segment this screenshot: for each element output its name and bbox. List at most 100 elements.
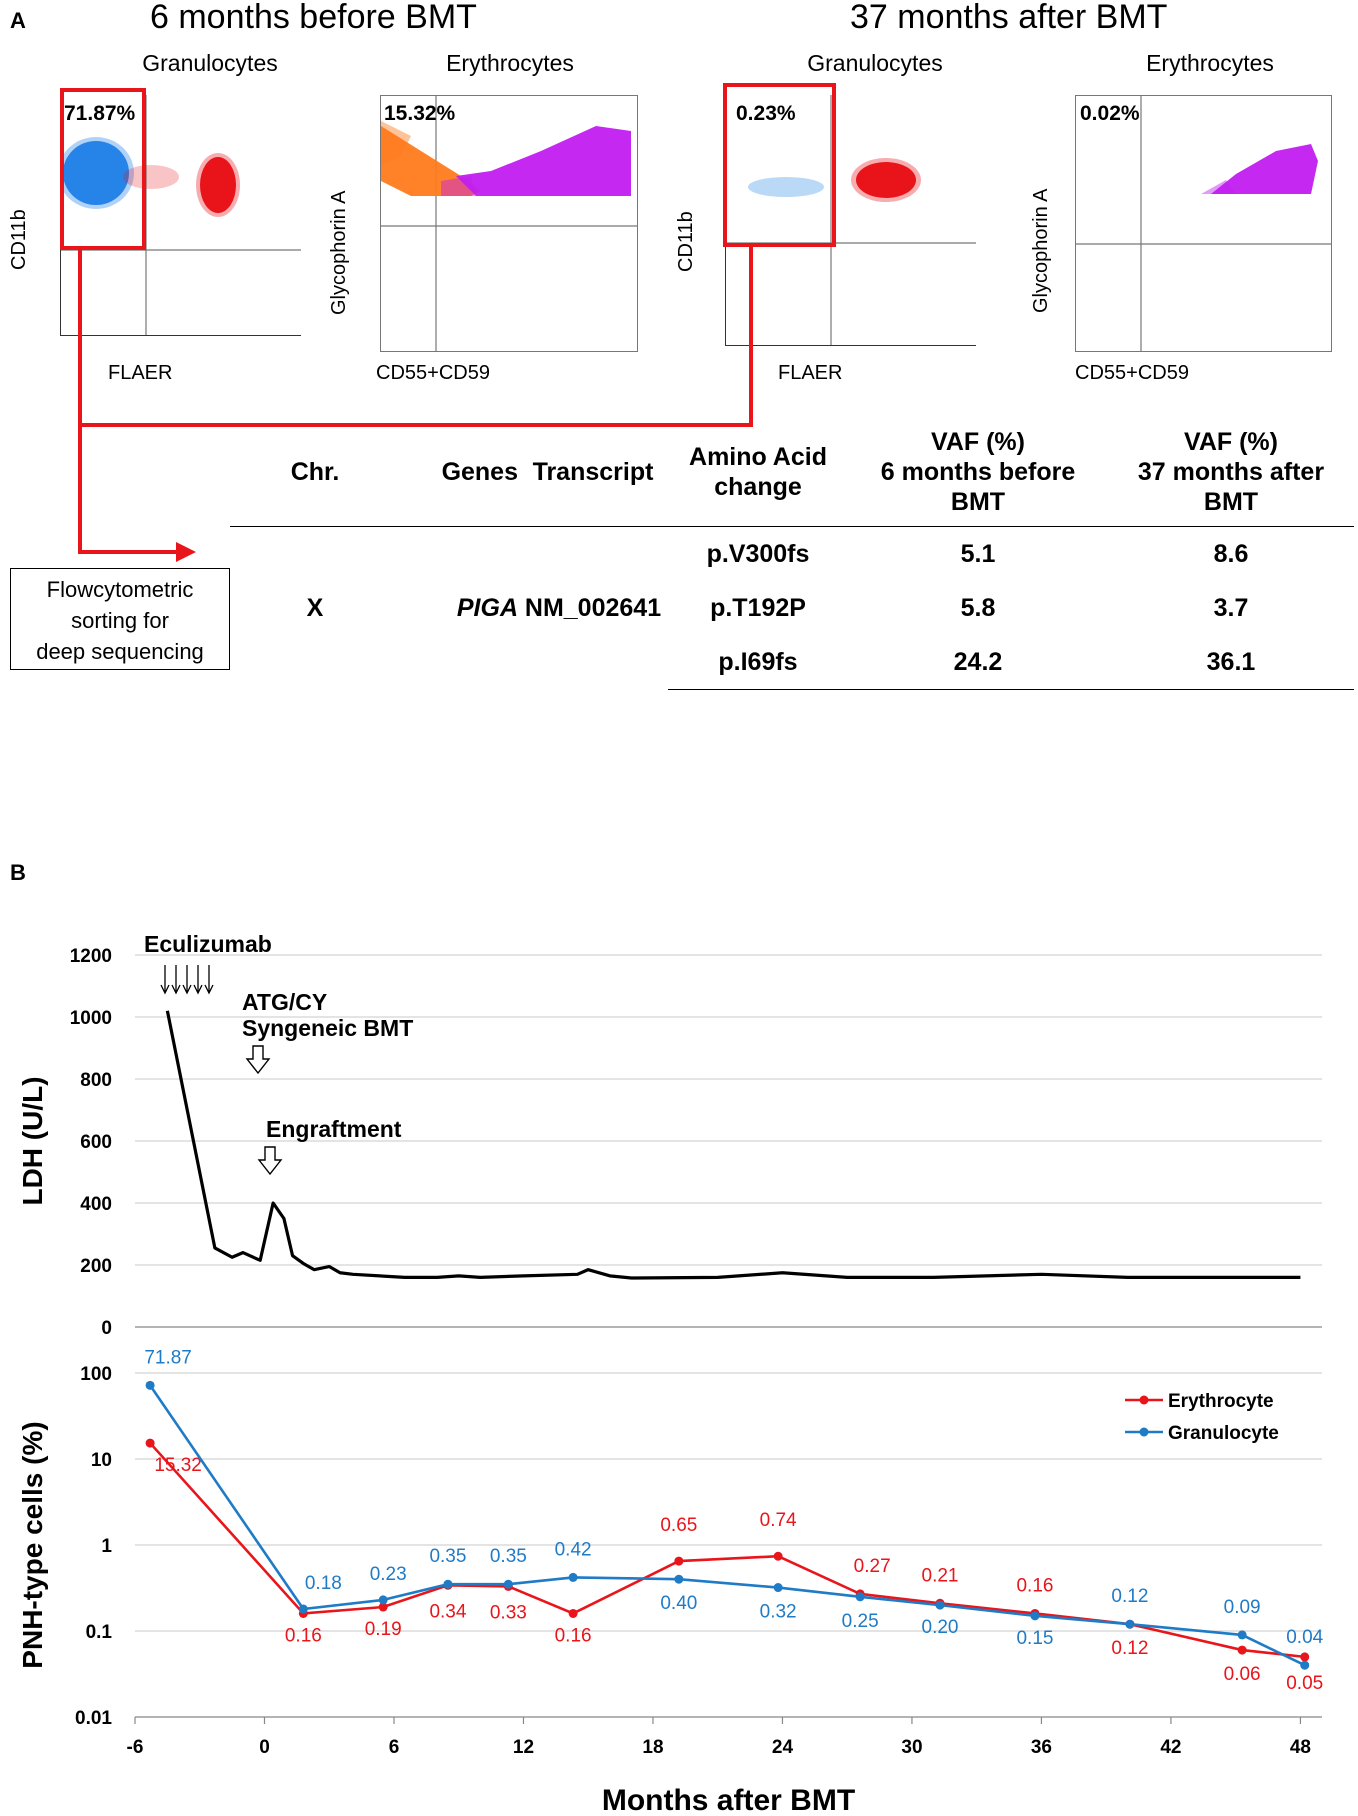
pnh-series-line-granulocyte [149, 1384, 1306, 1667]
header-vaf-before-line2: 6 months before [880, 458, 1076, 486]
header-transcript: Transcript [532, 458, 654, 486]
eculizumab-arrow-head [193, 984, 203, 995]
plot1-x-label: FLAER [108, 362, 173, 384]
ldh-y-tick-label: 600 [80, 1132, 112, 1153]
pnh-point-granulocyte [1237, 1630, 1247, 1640]
plot4-x-label: CD55+CD59 [1075, 362, 1189, 384]
pnh-data-label-granulocyte: 0.32 [760, 1602, 797, 1623]
pnh-data-label-erythrocyte: 0.12 [1111, 1638, 1148, 1659]
header-vaf-after-line1: VAF (%) [1184, 428, 1278, 456]
ldh-y-tick-label: 1000 [70, 1008, 112, 1029]
header-vaf-after-line2: 37 months after [1137, 458, 1325, 486]
plot1-gate [60, 88, 146, 250]
ldh-y-axis-label: LDH (U/L) [17, 1076, 48, 1205]
plot4-y-label: Glycophorin A [1030, 188, 1052, 313]
pnh-data-label-granulocyte: 0.12 [1111, 1586, 1148, 1607]
plot3-title: Granulocytes [807, 50, 943, 76]
legend-marker-granulocyte [1139, 1427, 1149, 1437]
pnh-data-label-granulocyte: 0.40 [660, 1593, 697, 1614]
ldh-y-tick-label: 1200 [70, 946, 112, 967]
pnh-point-erythrocyte [773, 1551, 783, 1561]
panel-a-letter: A [10, 8, 26, 33]
engraftment-arrow [257, 1146, 283, 1176]
eculizumab-arrow-head [160, 984, 170, 995]
pnh-data-label-erythrocyte: 0.19 [365, 1619, 402, 1640]
pnh-data-label-granulocyte: 0.09 [1224, 1597, 1261, 1618]
legend-label-erythrocyte: Erythrocyte [1168, 1391, 1274, 1412]
connector-left-vertical [78, 250, 82, 553]
pnh-point-erythrocyte [568, 1608, 578, 1618]
pnh-y-axis-label: PNH-type cells (%) [17, 1421, 48, 1668]
table-row: p.T192P 5.8 3.7 [230, 581, 1354, 635]
ldh-series-line [165, 1010, 1301, 1280]
ldh-y-tick-label: 0 [101, 1318, 112, 1339]
pnh-point-erythrocyte [674, 1556, 684, 1566]
plot2-area [380, 95, 638, 352]
pnh-data-label-erythrocyte: 0.27 [854, 1556, 891, 1577]
sorting-label-line3: deep sequencing [36, 639, 204, 664]
pnh-data-label-granulocyte: 0.25 [842, 1611, 879, 1632]
cell-aa: p.V300fs [706, 539, 810, 568]
cell-transcript: NM_002641 [524, 593, 662, 622]
vaf-table: Chr. Genes Transcript Amino Acid change … [230, 418, 1354, 690]
cell-vaf-after: 3.7 [1213, 593, 1249, 622]
legend-label-granulocyte: Granulocyte [1168, 1423, 1279, 1444]
plot3-percent: 0.23% [736, 102, 796, 125]
pnh-data-label-erythrocyte: 0.34 [429, 1601, 466, 1622]
x-axis-label: Months after BMT [602, 1784, 855, 1816]
plot2-percent: 15.32% [384, 102, 456, 125]
pnh-y-tick-label: 100 [80, 1364, 112, 1385]
pnh-point-granulocyte [1125, 1619, 1135, 1629]
eculizumab-arrow-head [171, 984, 181, 995]
pnh-point-granulocyte [378, 1595, 388, 1605]
plot1-area [60, 95, 301, 336]
pnh-y-tick-label: 0.1 [86, 1622, 113, 1643]
connector-horizontal [78, 423, 753, 427]
plot1-percent: 71.87% [64, 102, 136, 125]
pnh-x-tick-label: 42 [1160, 1737, 1181, 1758]
eculizumab-arrow-head [182, 984, 192, 995]
pnh-data-label-erythrocyte: 0.05 [1286, 1673, 1323, 1694]
ldh-y-tick-label: 200 [80, 1256, 112, 1277]
header-amino-acid: Amino Acid change [668, 418, 848, 527]
pnh-data-label-erythrocyte: 0.65 [660, 1515, 697, 1536]
pnh-x-tick-label: 18 [642, 1737, 663, 1758]
pnh-data-label-erythrocyte: 0.16 [1016, 1575, 1053, 1596]
pnh-y-tick-label: 1 [101, 1536, 112, 1557]
cell-vaf-before: 5.1 [960, 539, 996, 568]
cell-aa: p.T192P [710, 593, 806, 622]
header-chr: Chr. [290, 458, 340, 486]
eculizumab-arrow-head [204, 984, 214, 995]
pnh-point-granulocyte [773, 1583, 783, 1593]
cell-aa: p.I69fs [668, 635, 848, 690]
bmt-label: Syngeneic BMT [242, 1015, 413, 1041]
pnh-point-granulocyte [443, 1579, 453, 1589]
pnh-point-granulocyte [674, 1574, 684, 1584]
pnh-point-granulocyte [855, 1592, 865, 1602]
after-title: 37 months after BMT [850, 0, 1168, 36]
pnh-y-tick-label: 0.01 [75, 1708, 112, 1729]
connector-arrow-head [176, 542, 196, 562]
header-aa-line2: change [714, 473, 802, 501]
pnh-point-granulocyte [298, 1604, 308, 1614]
pnh-data-label-granulocyte: 0.04 [1286, 1627, 1323, 1648]
pnh-data-label-erythrocyte: 0.16 [285, 1625, 322, 1646]
sorting-label-box: Flowcytometric sorting for deep sequenci… [10, 568, 230, 670]
plot4-title: Erythrocytes [1146, 50, 1274, 76]
ldh-y-tick-label: 400 [80, 1194, 112, 1215]
header-vaf-after: VAF (%) 37 months after BMT [1108, 418, 1354, 527]
pnh-x-tick-label: 36 [1031, 1737, 1052, 1758]
pnh-point-erythrocyte [145, 1438, 155, 1448]
plot3-x-label: FLAER [778, 362, 843, 384]
pnh-data-label-granulocyte: 71.87 [144, 1347, 192, 1368]
engraftment-label: Engraftment [266, 1116, 402, 1142]
pnh-point-granulocyte [935, 1600, 945, 1610]
pnh-point-granulocyte [1030, 1611, 1040, 1621]
legend-marker-erythrocyte [1139, 1395, 1149, 1405]
plot4-percent: 0.02% [1080, 102, 1140, 125]
connector-arrow-shaft [78, 550, 178, 554]
header-vaf-before-line1: VAF (%) [931, 428, 1025, 456]
pnh-data-label-granulocyte: 0.20 [922, 1617, 959, 1638]
ldh-y-tick-label: 800 [80, 1070, 112, 1091]
pnh-x-tick-label: 0 [259, 1737, 270, 1758]
